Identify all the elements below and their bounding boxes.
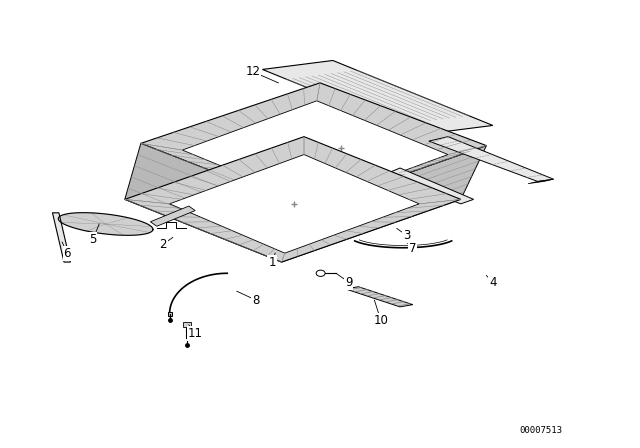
Text: 8: 8 xyxy=(252,293,260,307)
Polygon shape xyxy=(52,213,70,262)
Text: 10: 10 xyxy=(373,314,388,327)
Bar xyxy=(183,322,191,327)
Polygon shape xyxy=(528,179,554,184)
Text: 2: 2 xyxy=(159,237,167,251)
Polygon shape xyxy=(141,83,486,208)
Polygon shape xyxy=(346,287,413,307)
Polygon shape xyxy=(384,168,474,204)
Polygon shape xyxy=(150,206,195,226)
Circle shape xyxy=(316,270,325,276)
Text: 4: 4 xyxy=(489,276,497,289)
Text: 00007513: 00007513 xyxy=(519,426,563,435)
Text: 6: 6 xyxy=(63,246,71,260)
Text: 7: 7 xyxy=(409,242,417,255)
Text: 9: 9 xyxy=(345,276,353,289)
Text: 1: 1 xyxy=(268,255,276,269)
Polygon shape xyxy=(262,60,493,134)
Polygon shape xyxy=(170,155,419,253)
Polygon shape xyxy=(58,213,153,235)
Text: 12: 12 xyxy=(245,65,260,78)
Polygon shape xyxy=(125,143,307,262)
Polygon shape xyxy=(125,137,461,262)
Polygon shape xyxy=(429,137,554,181)
Polygon shape xyxy=(282,146,486,262)
Polygon shape xyxy=(182,101,448,204)
Text: 5: 5 xyxy=(89,233,97,246)
Text: 11: 11 xyxy=(188,327,203,340)
Text: 3: 3 xyxy=(403,228,410,242)
